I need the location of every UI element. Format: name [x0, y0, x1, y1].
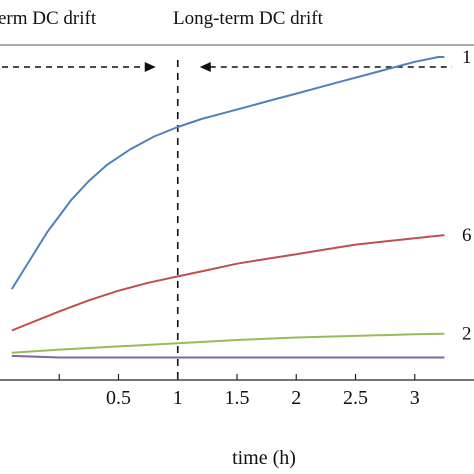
- x-tick-label-5: 2.5: [343, 387, 368, 409]
- left-region-label: erm DC drift: [0, 8, 97, 29]
- series-label-2: 6: [462, 225, 472, 246]
- series-line-2: [11, 234, 445, 332]
- x-tick-label-4: 2: [291, 387, 301, 409]
- left-arrow-head: [144, 62, 156, 72]
- series-line-3: [11, 332, 445, 354]
- series-layer: [10, 56, 445, 359]
- right-arrow-head: [199, 62, 211, 72]
- x-tick-label-3: 1.5: [225, 387, 250, 409]
- right-region-label: Long-term DC drift: [173, 8, 324, 29]
- x-axis-label: time (h): [232, 447, 296, 469]
- x-tick-label-6: 3: [410, 387, 420, 409]
- x-tick-label-2: 1: [173, 387, 183, 409]
- series-labels: 1 6 2: [462, 47, 472, 345]
- series-label-3: 2: [462, 324, 472, 345]
- plot-frame: [0, 44, 474, 381]
- series-line-1: [10, 56, 445, 290]
- series-label-1: 1: [462, 47, 472, 68]
- x-tick-label-1: 0.5: [106, 387, 131, 409]
- region-arrows: [2, 62, 452, 72]
- x-ticks: 0.5 1 1.5 2 2.5 3: [58, 374, 420, 409]
- series-line-4: [11, 354, 445, 359]
